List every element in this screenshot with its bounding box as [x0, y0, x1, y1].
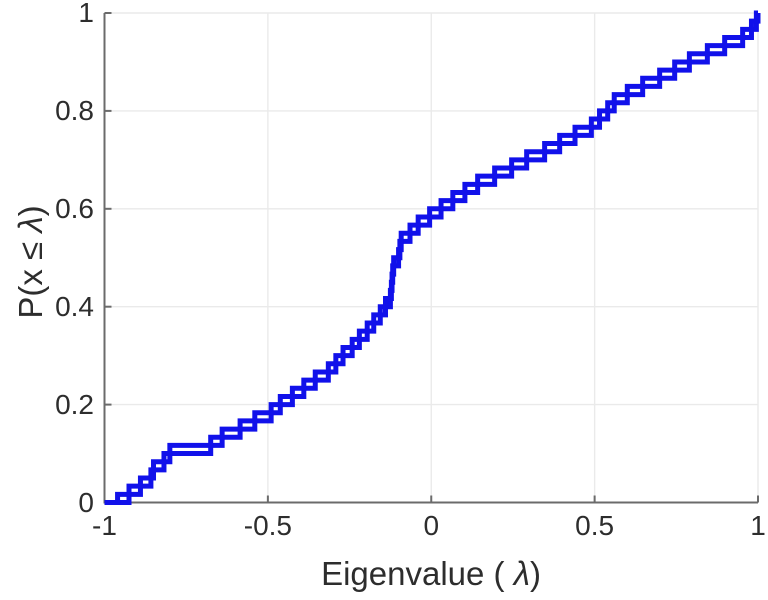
x-axis-title: Eigenvalue ( λ)	[251, 553, 611, 595]
y-axis-title: P(x ≤ λ)	[10, 174, 52, 350]
y-tick-label: 0	[78, 486, 94, 518]
x-axis-title-pre: Eigenvalue (	[321, 555, 514, 592]
y-axis-title-sep	[12, 233, 49, 242]
y-tick-label: 0.8	[55, 94, 94, 126]
x-tick-label: -0.5	[243, 510, 292, 541]
x-tick-label: -1	[92, 510, 117, 541]
y-axis-title-post: )	[12, 205, 49, 217]
x-axis-title-post: )	[529, 555, 541, 592]
y-tick-label: 0.6	[55, 192, 94, 224]
y-tick-label: 1	[78, 0, 94, 28]
y-tick-label: 0.2	[55, 388, 94, 420]
x-tick-label: 0.5	[575, 510, 615, 541]
x-tick-label: 0	[423, 510, 440, 541]
cdf-curve-upper-stairs	[104, 10, 759, 505]
y-tick-label: 0.4	[55, 290, 94, 322]
leq-symbol: ≤	[12, 241, 49, 260]
lambda-symbol: λ	[513, 555, 530, 592]
y-axis-title-pre: P(x	[12, 259, 49, 319]
lambda-symbol: λ	[12, 216, 49, 233]
x-tick-label: 1	[750, 510, 766, 541]
